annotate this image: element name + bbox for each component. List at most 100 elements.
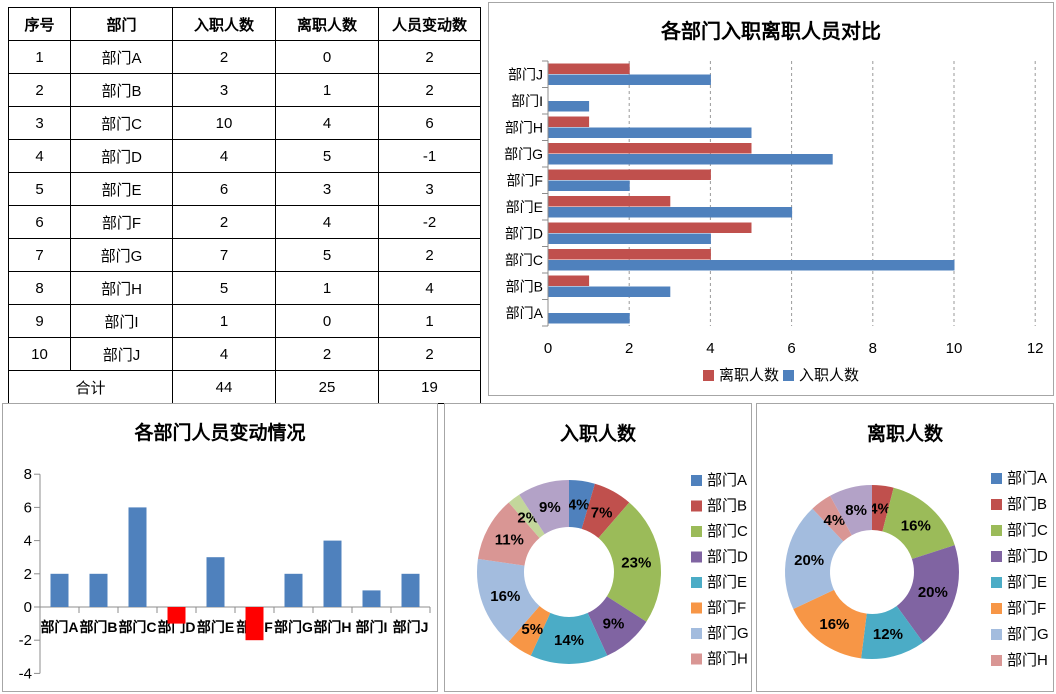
table-row: 8 部门H 5 1 4: [8, 271, 481, 305]
pct-label: 9%: [603, 615, 625, 632]
bar-leave: [548, 143, 752, 154]
table-total-row: 合计 44 25 19: [8, 370, 481, 404]
table-total-label: 合计: [8, 370, 173, 404]
table-row: 3 部门C 10 4 6: [8, 106, 481, 140]
table-cell: 4: [8, 139, 71, 173]
x-tick-label: 8: [869, 340, 877, 357]
hire-donut-chart: 4% 7%23%9%14%5%16%11%2%9%部门A部门B部门C部门D部门E部…: [477, 472, 749, 668]
bar-change-positive: [401, 573, 420, 607]
bar-hire: [548, 207, 793, 218]
table-cell: 7: [172, 238, 276, 272]
donut-slice: [477, 558, 540, 642]
legend-label-leave: 离职人数: [719, 367, 779, 384]
table-cell: 8: [8, 271, 71, 305]
category-label: 部门G: [274, 619, 313, 635]
category-label: 部门F: [506, 172, 543, 188]
table-header-cell: 序号: [8, 7, 71, 41]
legend-swatch: [991, 473, 1002, 484]
bar-leave: [548, 63, 630, 74]
category-label: 部门I: [511, 93, 543, 109]
table-total-cell: 25: [275, 370, 379, 404]
y-tick-label: 0: [24, 599, 32, 616]
bar-hire: [548, 313, 630, 324]
table-row: 6 部门F 2 4 -2: [8, 205, 481, 239]
x-tick-label: 0: [544, 340, 552, 357]
bar-hire: [548, 154, 833, 165]
table-cell: 4: [378, 271, 481, 305]
legend-label: 部门F: [1007, 600, 1046, 617]
pct-label: 20%: [794, 552, 824, 569]
legend-swatch: [691, 628, 702, 639]
pct-label: 20%: [918, 584, 948, 601]
hire-donut-title: 入职人数: [559, 424, 636, 445]
table-cell: 4: [275, 205, 379, 239]
donut-slice: [598, 502, 661, 622]
x-tick-label: 6: [787, 340, 795, 357]
legend-swatch-leave: [703, 370, 714, 381]
legend-label: 部门H: [707, 651, 748, 668]
legend-label-hire: 入职人数: [799, 367, 859, 384]
leave-donut-chart: 4% 16% 20% 12% 16% 20% 4%8% 部门A 部门B 部门C 部门D 部门E 部门F 部…: [785, 470, 1049, 669]
table-header-row: 序号 部门 入职人数 离职人数 人员变动数: [8, 7, 481, 41]
department-table: 序号 部门 入职人数 离职人数 人员变动数 1 部门A 2 0 2 2 部门B 3 1 2 3 部门C 10 4 6 4…: [8, 7, 481, 404]
legend-swatch: [991, 577, 1002, 588]
pct-label: 14%: [554, 632, 584, 649]
table-cell: 2: [378, 40, 481, 74]
pct-label: 7%: [591, 504, 613, 521]
legend-label: 部门G: [1007, 626, 1049, 643]
donut-slice: [882, 487, 955, 560]
bar-leave: [548, 116, 590, 127]
table-cell: 1: [8, 40, 71, 74]
legend-swatch: [991, 655, 1002, 666]
y-tick-label: 8: [24, 466, 32, 483]
legend-swatch: [691, 602, 702, 614]
legend-swatch: [991, 551, 1002, 562]
pct-label: 16%: [490, 588, 520, 605]
legend-swatch: [991, 499, 1002, 510]
bar-hire: [548, 101, 590, 112]
table-cell: 部门D: [70, 139, 173, 173]
table-cell: 1: [275, 271, 379, 305]
legend-label: 部门A: [707, 472, 747, 489]
bar-hire: [548, 74, 711, 85]
table-cell: 部门E: [70, 172, 173, 206]
pct-label: 4%: [824, 512, 846, 529]
donut-slice: [830, 485, 872, 536]
bar-hire: [548, 260, 955, 271]
table-cell: 10: [8, 337, 71, 371]
legend-label: 部门C: [707, 523, 748, 540]
pct-label: 16%: [819, 616, 849, 633]
legend-label: 部门C: [1007, 522, 1048, 539]
table-cell: 部门H: [70, 271, 173, 305]
table-cell: 4: [172, 337, 276, 371]
category-label: 部门G: [504, 146, 543, 162]
table-cell: 5: [275, 139, 379, 173]
table-cell: 部门A: [70, 40, 173, 74]
table-cell: 部门G: [70, 238, 173, 272]
pct-label: 4%: [568, 497, 590, 514]
bar-leave: [548, 222, 752, 233]
table-cell: -1: [378, 139, 481, 173]
table-cell: 4: [275, 106, 379, 140]
table-cell: 2: [378, 337, 481, 371]
legend-swatch: [691, 653, 702, 665]
x-tick-label: 12: [1027, 340, 1044, 357]
legend-swatch: [991, 525, 1002, 536]
legend-swatch: [991, 603, 1002, 614]
table-total-cell: 19: [378, 370, 481, 404]
table-cell: 9: [8, 304, 71, 338]
table-cell: 2: [172, 205, 276, 239]
table-row: 4 部门D 4 5 -1: [8, 139, 481, 173]
table-cell: 6: [378, 106, 481, 140]
y-tick-label: 4: [24, 533, 32, 550]
legend-swatch: [691, 500, 702, 512]
table-row: 9 部门I 1 0 1: [8, 304, 481, 338]
legend-label: 部门A: [1007, 470, 1047, 487]
table-cell: 3: [275, 172, 379, 206]
legend-swatch: [691, 551, 702, 563]
table-cell: 部门J: [70, 337, 173, 371]
category-label: 部门D: [505, 225, 543, 241]
donut-slice: [872, 485, 894, 532]
table-cell: 3: [8, 106, 71, 140]
